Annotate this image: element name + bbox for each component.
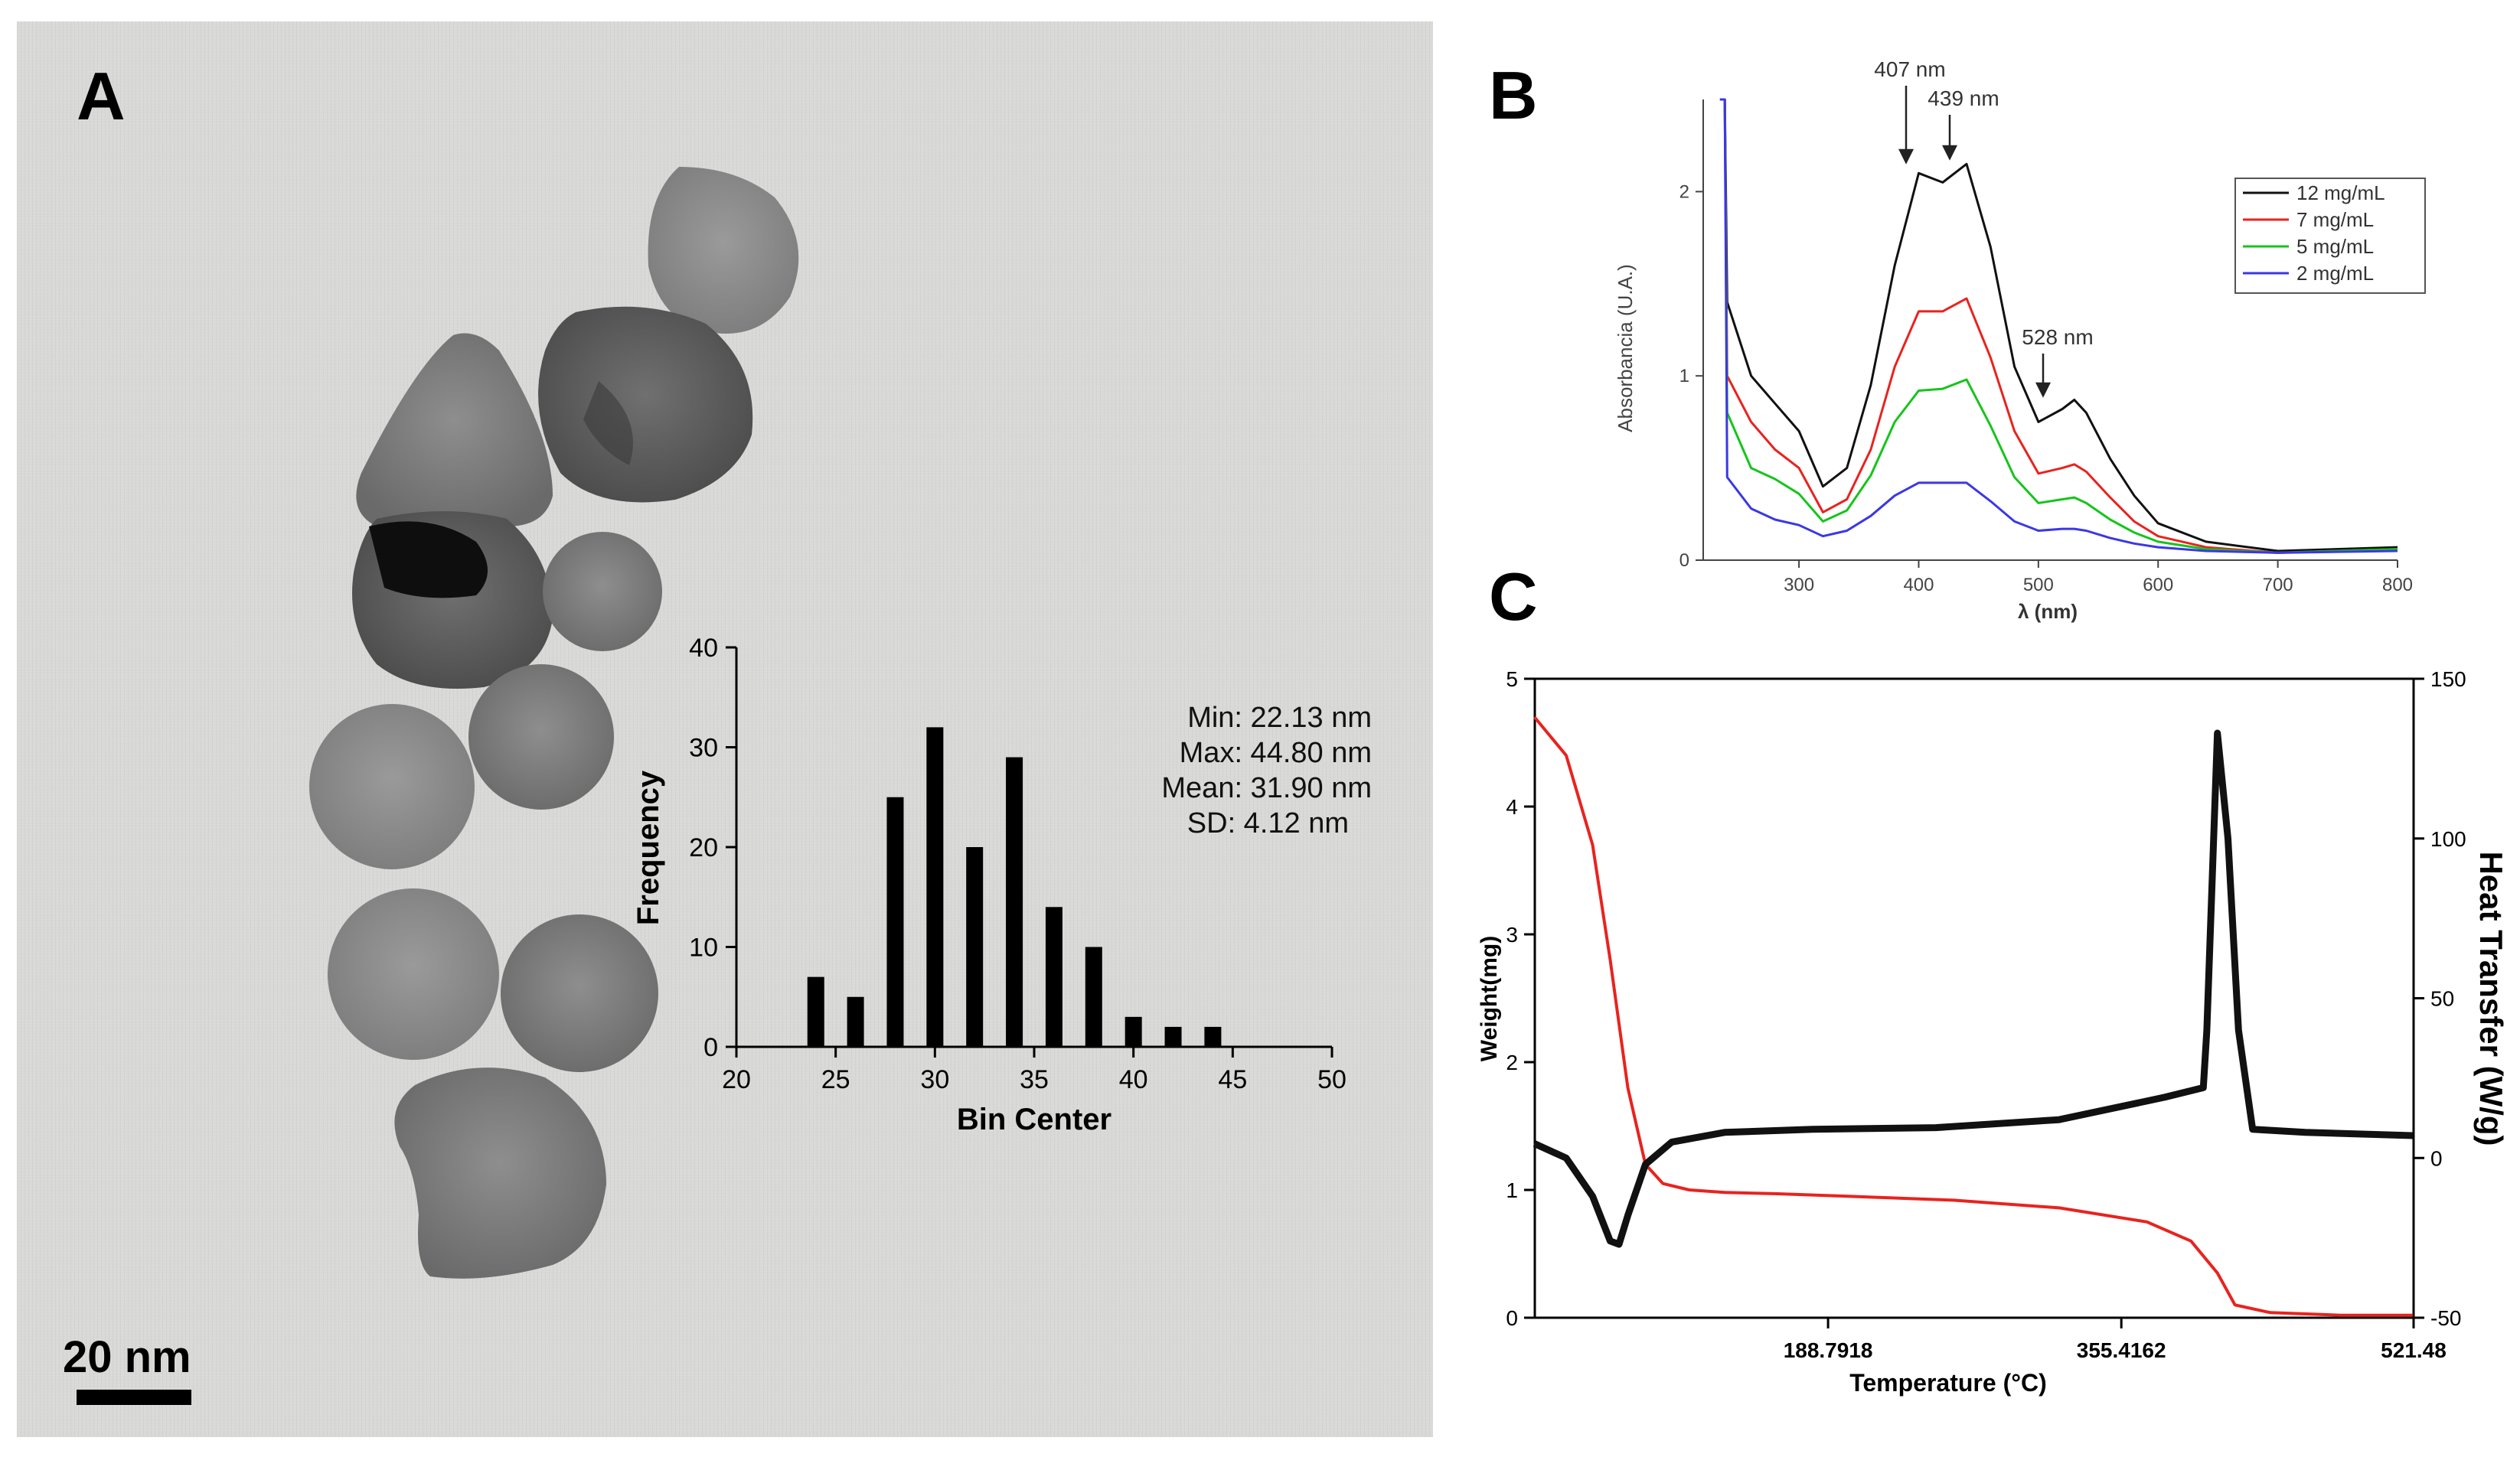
uv-x-tick-label: 500 (2023, 575, 2054, 595)
tga-y2-tick-label: -50 (2430, 1306, 2461, 1330)
scale-bar (77, 1390, 191, 1405)
uv-series-line (1719, 98, 2398, 554)
peak-label-528: 528 nm (2022, 325, 2093, 349)
hist-y-tick-label: 40 (689, 634, 718, 663)
legend-label: 5 mg/mL (2296, 235, 2374, 258)
hist-y-tick-label: 20 (689, 833, 718, 862)
hist-y-tick-label: 30 (689, 734, 718, 763)
tem-image-panel: A 20 nm Frequency Bin Center 20 25 30 35 40 4… (17, 21, 1433, 1437)
size-histogram: Frequency Bin Center 20 25 30 35 40 45 50 0 10 20… (632, 634, 1372, 1136)
uv-x-tick-label: 400 (1903, 575, 1934, 595)
tga-x-label: Temperature (°C) (1849, 1369, 2047, 1397)
hist-x-tick-label: 50 (1317, 1065, 1347, 1094)
tga-y2-tick-label: 150 (2430, 667, 2466, 691)
heat-transfer-line (1533, 729, 2414, 1248)
uv-legend: 12 mg/mL 7 mg/mL 5 mg/mL 2 mg/mL (2234, 178, 2426, 294)
hist-x-tick-label: 40 (1119, 1065, 1148, 1094)
histogram-bar (966, 847, 984, 1047)
histogram-bar (1085, 947, 1102, 1047)
legend-label: 12 mg/mL (2296, 181, 2385, 204)
tga-y2-tick-label: 0 (2430, 1146, 2443, 1170)
histogram-bar (886, 797, 904, 1047)
panel-label-b: B (1489, 57, 1538, 133)
hist-y-tick-label: 10 (689, 934, 718, 963)
hist-y-label: Frequency (632, 770, 665, 925)
histogram-bar (1204, 1026, 1222, 1047)
weight-line (1533, 715, 2413, 1317)
tga-y-tick-label: 2 (1506, 1051, 1518, 1074)
uv-x-tick-label: 700 (2263, 575, 2293, 595)
peak-label-439: 439 nm (1928, 86, 1999, 110)
stat-max: Max: 44.80 nm (1180, 737, 1372, 769)
uv-x-tick-label: 300 (1784, 575, 1814, 595)
uv-y-tick-label: 1 (1679, 366, 1689, 386)
uv-y-tick-label: 2 (1679, 181, 1689, 202)
scale-bar-label: 20 nm (63, 1332, 191, 1382)
uv-y-label: Absorbancia (U.A.) (1614, 264, 1637, 432)
tga-y2-label: Heat Transfer (W/g) (2473, 851, 2509, 1146)
uv-series-line (1719, 98, 2398, 554)
legend-label: 2 mg/mL (2296, 262, 2374, 285)
tga-y-tick-label: 1 (1506, 1178, 1518, 1202)
uv-x-label: λ (nm) (2018, 600, 2078, 623)
histogram-bar (847, 996, 864, 1047)
uv-x-tick-label: 800 (2382, 575, 2413, 595)
peak-arrows (1898, 86, 2052, 398)
histogram-bar (1045, 907, 1063, 1047)
tem-micrograph: A 20 nm Frequency Bin Center 20 25 30 35 40 4… (63, 58, 1372, 1405)
hist-x-label: Bin Center (957, 1103, 1111, 1136)
uv-series-line (1719, 98, 2398, 552)
hist-x-tick-label: 35 (1020, 1065, 1049, 1094)
stat-sd: SD: 4.12 nm (1187, 807, 1349, 839)
panel-label-c: C (1489, 559, 1538, 634)
panel-label-a: A (77, 58, 126, 134)
uv-series-line (1719, 98, 2398, 554)
uv-vis-axes (1702, 99, 2398, 561)
tga-y2-tick-label: 100 (2430, 827, 2466, 851)
tga-y-tick-label: 4 (1506, 795, 1518, 819)
nanoparticle-cluster (309, 167, 799, 1279)
histogram-bar (926, 727, 944, 1047)
hist-y-tick-label: 0 (703, 1033, 718, 1062)
histogram-bar (807, 976, 824, 1047)
histogram-bar (1164, 1026, 1182, 1047)
tga-x-tick-label: 355.4162 (2077, 1338, 2166, 1362)
histogram-bar (1125, 1016, 1142, 1047)
tga-y-tick-label: 5 (1506, 667, 1518, 691)
tga-y2-tick-label: 50 (2430, 987, 2454, 1011)
legend-label: 7 mg/mL (2296, 208, 2374, 231)
uv-x-tick-label: 600 (2143, 575, 2173, 595)
peak-label-407: 407 nm (1874, 57, 1945, 81)
hist-x-tick-label: 20 (722, 1065, 751, 1094)
tga-plot-frame (1533, 677, 2415, 1319)
tga-x-tick-label: 188.7918 (1784, 1338, 1873, 1362)
uv-y-tick-label: 0 (1679, 550, 1689, 571)
stat-mean: Mean: 31.90 nm (1161, 772, 1372, 804)
hist-x-tick-label: 25 (821, 1065, 850, 1094)
stat-min: Min: 22.13 nm (1187, 702, 1372, 734)
tga-x-tick-label: 521.48 (2381, 1338, 2447, 1362)
tga-y-tick-label: 0 (1506, 1306, 1518, 1330)
tga-y-label: Weight(mg) (1477, 936, 1502, 1061)
hist-x-tick-label: 45 (1218, 1065, 1247, 1094)
histogram-bar (1006, 757, 1023, 1047)
hist-x-tick-label: 30 (920, 1065, 949, 1094)
tga-y-tick-label: 3 (1506, 923, 1518, 947)
